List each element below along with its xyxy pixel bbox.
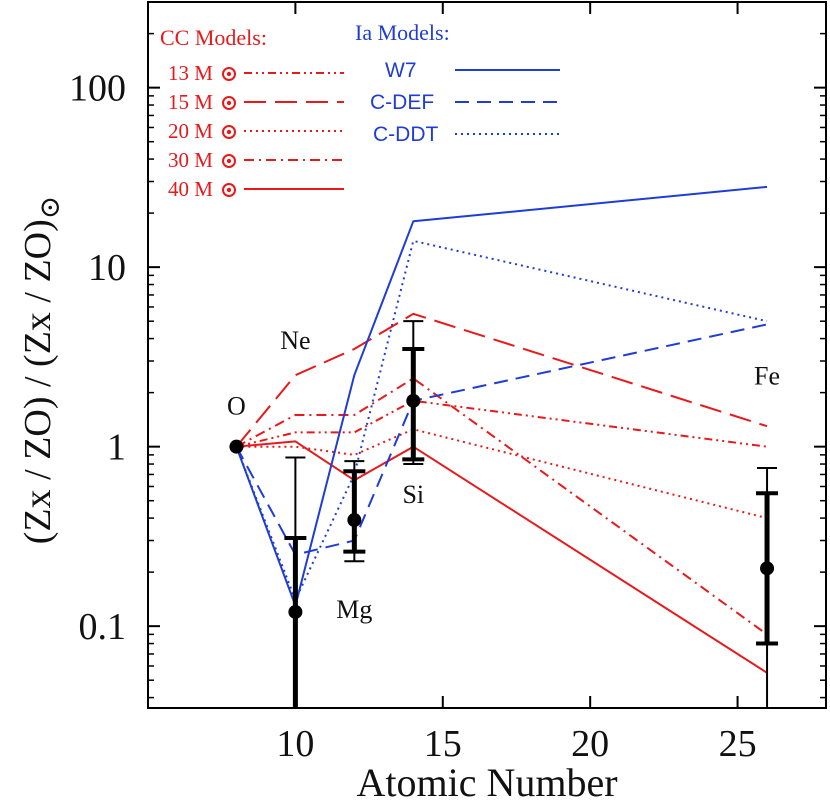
sun-icon-dot — [226, 129, 232, 135]
element-annotations: O Ne Mg Si Fe — [227, 326, 780, 624]
y-tick-label: 1 — [107, 427, 126, 469]
series-line-20-m — [236, 428, 768, 520]
series-line-13-m — [236, 399, 768, 448]
legend-ia-title: Ia Models: — [355, 20, 450, 45]
annotation-ne: Ne — [280, 326, 310, 355]
legend: CC Models: Ia Models: 13 M 15 M 20 M 30 M 40 M… — [160, 20, 560, 201]
series-line-w7 — [235, 185, 768, 607]
series-line-15-m — [235, 312, 768, 448]
legend-label-cc: 13 M — [168, 61, 213, 85]
sun-icon — [222, 67, 236, 81]
y-tick-label: 0.1 — [79, 606, 127, 648]
y-tick-label: 100 — [69, 68, 126, 110]
plot-frame — [147, 1, 827, 709]
annotation-o: O — [227, 392, 246, 421]
y-axis-label-main: (Zx / ZO) / (Zx / ZO) — [17, 219, 59, 544]
data-point-mg — [347, 513, 362, 528]
legend-label-ia: C-DEF — [370, 91, 434, 114]
axis-ticks: 10 15 20 25 0.1 1 10 100 — [69, 1, 826, 765]
x-tick-label: 15 — [424, 723, 462, 765]
sun-icon — [222, 154, 236, 168]
sun-icon-dot — [226, 100, 232, 106]
sun-icon-dot — [226, 71, 232, 77]
legend-label-cc: 30 M — [168, 148, 213, 172]
annotation-mg: Mg — [336, 595, 372, 624]
x-tick-label: 20 — [571, 723, 609, 765]
y-axis-label-sub: ⊙ — [35, 196, 66, 219]
annotation-si: Si — [402, 480, 424, 509]
x-axis-label: Atomic Number — [356, 760, 617, 805]
sun-icon — [222, 96, 236, 110]
sun-icon — [222, 183, 236, 197]
y-axis-label: (Zx / ZO) / (Zx / ZO)⊙ — [17, 196, 66, 545]
legend-label-ia: C-DDT — [373, 123, 438, 146]
series-line-c-ddt — [235, 239, 768, 601]
sun-icon-dot — [226, 187, 232, 193]
series-line-c-def — [235, 323, 768, 556]
legend-label-cc: 15 M — [168, 90, 213, 114]
observed-points — [229, 320, 779, 708]
series-line-30-m — [235, 377, 768, 636]
data-point-fe — [760, 561, 775, 576]
legend-label-cc: 20 M — [168, 119, 213, 143]
data-point-ne — [288, 604, 303, 619]
data-point-o — [229, 439, 244, 454]
annotation-fe: Fe — [754, 362, 780, 391]
legend-label-cc: 40 M — [168, 177, 213, 201]
sun-icon-dot — [226, 158, 232, 164]
legend-cc-title: CC Models: — [160, 25, 267, 50]
model-lines — [235, 185, 768, 674]
sun-icon — [222, 125, 236, 139]
data-point-si — [406, 393, 421, 408]
x-tick-label: 10 — [276, 723, 314, 765]
x-tick-label: 25 — [719, 723, 757, 765]
y-tick-label: 10 — [88, 247, 126, 289]
legend-label-ia: W7 — [385, 59, 417, 82]
